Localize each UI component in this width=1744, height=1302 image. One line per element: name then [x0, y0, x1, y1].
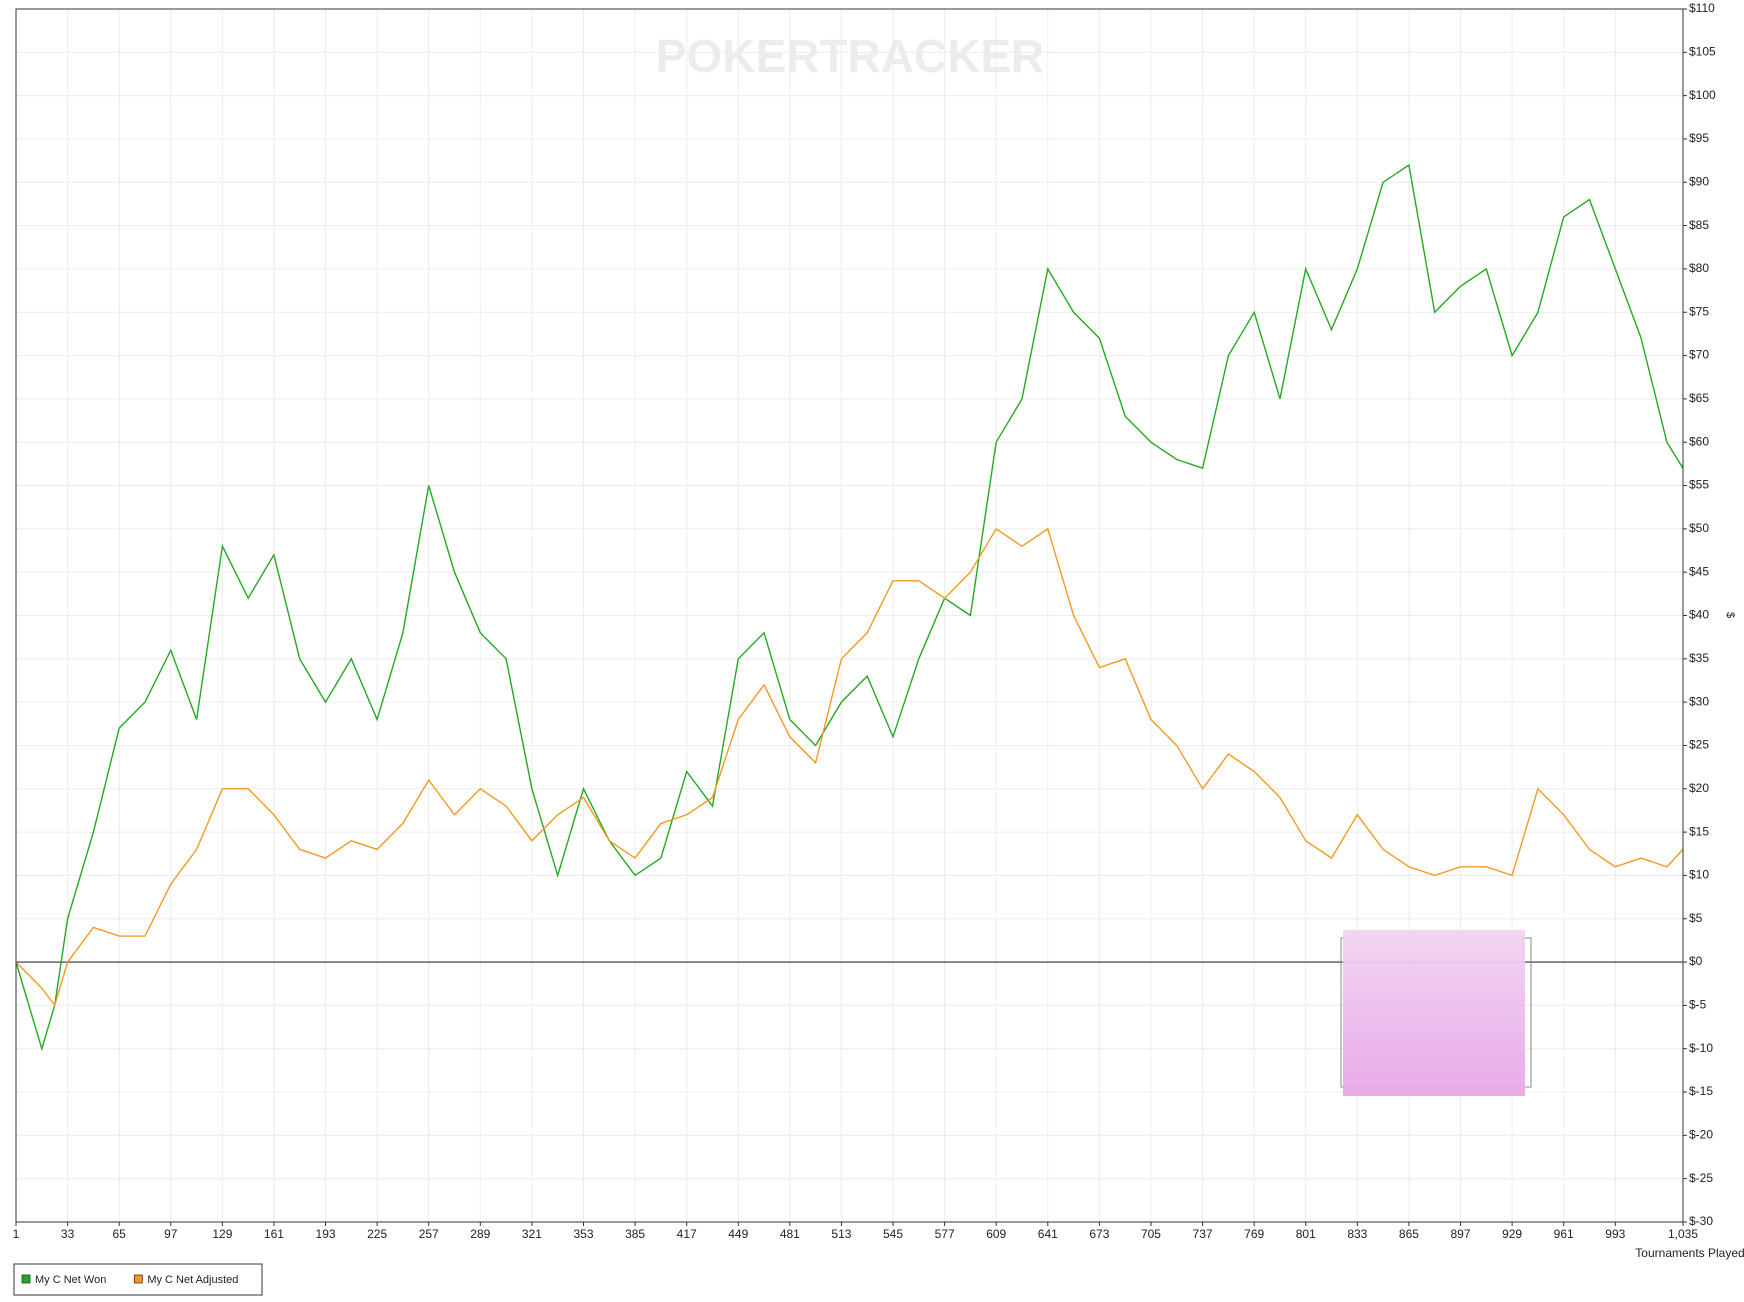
x-tick-label: 897	[1451, 1227, 1471, 1241]
y-tick-label: $60	[1689, 434, 1709, 448]
x-tick-label: 865	[1399, 1227, 1419, 1241]
y-tick-label: $110	[1689, 1, 1715, 15]
x-tick-label: 129	[212, 1227, 232, 1241]
y-tick-label: $90	[1689, 174, 1709, 188]
y-tick-label: $-20	[1689, 1128, 1713, 1142]
y-tick-label: $0	[1689, 954, 1703, 968]
overlay-widget[interactable]	[1343, 930, 1525, 1096]
y-tick-label: $55	[1689, 478, 1709, 492]
y-axis-title: $	[1724, 612, 1736, 618]
x-tick-label: 161	[264, 1227, 284, 1241]
x-tick-label: 801	[1296, 1227, 1316, 1241]
grid	[15, 8, 1684, 1223]
y-tick-label: $-5	[1689, 998, 1707, 1012]
legend-swatch	[133, 1274, 143, 1284]
x-tick-label: 481	[780, 1227, 800, 1241]
legend-label: My C Net Adjusted	[147, 1274, 238, 1286]
x-tick-label: 33	[61, 1227, 75, 1241]
y-tick-label: $15	[1689, 824, 1709, 838]
x-tick-label: 929	[1502, 1227, 1522, 1241]
legend-items: My C Net Won My C Net Adjusted	[21, 1274, 238, 1286]
x-tick-label: 833	[1347, 1227, 1367, 1241]
y-tick-label: $10	[1689, 868, 1709, 882]
x-tick-label: 737	[1193, 1227, 1213, 1241]
x-tick-label: 289	[470, 1227, 490, 1241]
x-tick-label: 353	[573, 1227, 593, 1241]
x-tick-label: 225	[367, 1227, 387, 1241]
x-tick-label: 641	[1038, 1227, 1058, 1241]
y-tick-label: $95	[1689, 131, 1709, 145]
y-tick-label: $75	[1689, 304, 1709, 318]
y-tick-label: $70	[1689, 348, 1709, 362]
y-tick-label: $100	[1689, 88, 1716, 102]
legend-label: My C Net Won	[35, 1274, 106, 1286]
y-tick-label: $35	[1689, 651, 1709, 665]
y-tick-label: $20	[1689, 781, 1709, 795]
y-tick-label: $-25	[1689, 1171, 1713, 1185]
series-line	[15, 163, 1684, 1052]
x-tick-label: 705	[1141, 1227, 1161, 1241]
x-tick-label: 97	[164, 1227, 178, 1241]
y-tick-label: $65	[1689, 391, 1709, 405]
y-tick-label: $-10	[1689, 1041, 1713, 1055]
x-tick-label: 257	[419, 1227, 439, 1241]
x-tick-label: 321	[522, 1227, 542, 1241]
x-tick-label: 65	[113, 1227, 127, 1241]
y-tick-label: $80	[1689, 261, 1709, 275]
x-tick-label: 513	[831, 1227, 851, 1241]
x-tick-label: 193	[316, 1227, 336, 1241]
x-tick-label: 417	[677, 1227, 697, 1241]
y-tick-label: $-15	[1689, 1084, 1713, 1098]
y-tick-label: $30	[1689, 694, 1709, 708]
y-tick-label: $40	[1689, 608, 1709, 622]
series-line	[15, 527, 1684, 1007]
legend-swatch	[21, 1274, 31, 1284]
y-tick-label: $-30	[1689, 1214, 1713, 1228]
x-tick-label: 385	[625, 1227, 645, 1241]
x-tick-label: 769	[1244, 1227, 1264, 1241]
y-tick-label: $45	[1689, 564, 1709, 578]
x-tick-label: 609	[986, 1227, 1006, 1241]
x-tick-label: 993	[1605, 1227, 1625, 1241]
y-tick-label: $105	[1689, 44, 1716, 58]
x-tick-label: 1	[13, 1227, 20, 1241]
watermark: POKERTRACKER	[656, 30, 1044, 82]
x-tick-label: 673	[1089, 1227, 1109, 1241]
x-tick-label: 449	[728, 1227, 748, 1241]
y-tick-label: $5	[1689, 911, 1703, 925]
x-tick-label: 577	[935, 1227, 955, 1241]
y-tick-label: $25	[1689, 738, 1709, 752]
x-axis-title: Tournaments Played	[1635, 1246, 1744, 1260]
x-tick-label: 1,035	[1668, 1227, 1698, 1241]
x-tick-label: 961	[1554, 1227, 1574, 1241]
x-tick-label: 545	[883, 1227, 903, 1241]
y-tick-label: $85	[1689, 218, 1709, 232]
y-tick-label: $50	[1689, 521, 1709, 535]
